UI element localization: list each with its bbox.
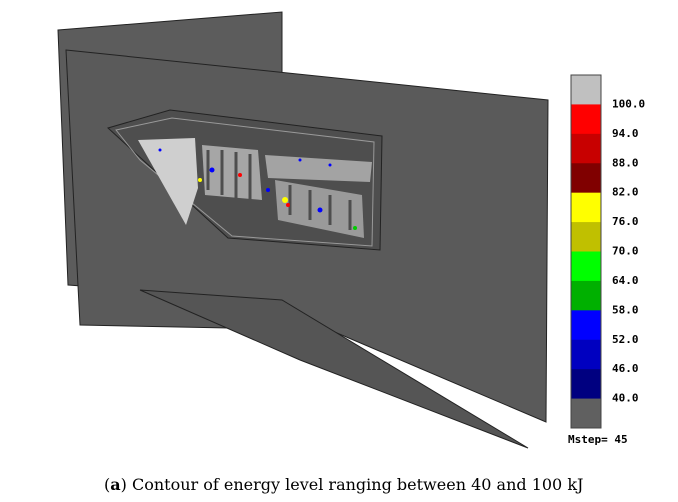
model-3d xyxy=(58,12,548,448)
legend-label: 52.0 xyxy=(612,333,639,346)
color-legend: 100.0 94.0 88.0 82.0 76.0 70.0 64.0 58.0 52.0 46.… xyxy=(571,75,645,429)
legend-label: 94.0 xyxy=(612,127,639,140)
legend-band xyxy=(571,369,601,399)
legend-label: 58.0 xyxy=(612,303,639,316)
legend-band xyxy=(571,252,601,282)
legend-label: 76.0 xyxy=(612,215,639,228)
legend-band xyxy=(571,75,601,105)
legend-band xyxy=(571,340,601,370)
legend-label: 70.0 xyxy=(612,245,639,258)
legend-band xyxy=(571,193,601,223)
legend-label: 40.0 xyxy=(612,392,639,405)
caption: (a) Contour of energy level ranging betw… xyxy=(104,475,583,494)
figure: 100.0 94.0 88.0 82.0 76.0 70.0 64.0 58.0 52.0 46.… xyxy=(0,0,678,502)
legend-label: 46.0 xyxy=(612,362,639,375)
legend-label: 64.0 xyxy=(612,274,639,287)
legend-band xyxy=(571,134,601,164)
legend-band xyxy=(571,399,601,429)
legend-label: 100.0 xyxy=(612,97,645,110)
legend-label: 88.0 xyxy=(612,156,639,169)
legend-band xyxy=(571,104,601,134)
legend-band xyxy=(571,222,601,252)
legend-band xyxy=(571,310,601,340)
legend-band xyxy=(571,281,601,311)
caption-label: a xyxy=(110,475,120,494)
caption-text: ) Contour of energy level ranging betwee… xyxy=(121,475,584,494)
legend-label: 82.0 xyxy=(612,186,639,199)
legend-band xyxy=(571,163,601,193)
mstep-label: Mstep= 45 xyxy=(568,433,628,446)
